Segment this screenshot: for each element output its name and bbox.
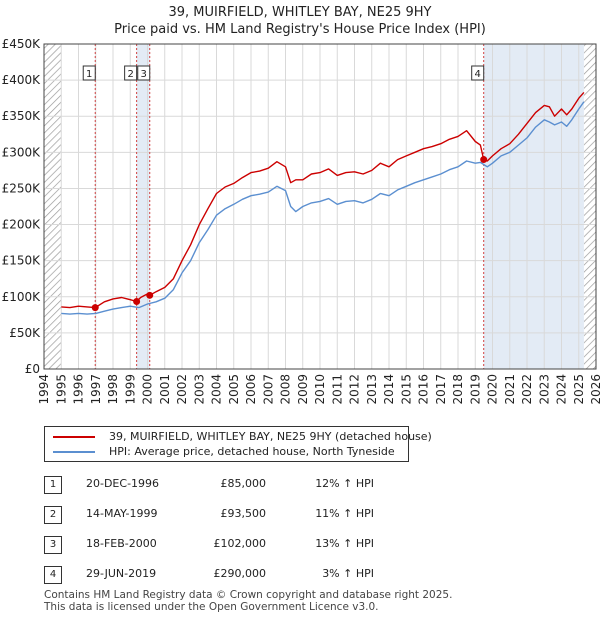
x-tick-label: 1999 (123, 374, 137, 405)
table-row: 3 18-FEB-2000 £102,000 13% ↑ HPI (44, 534, 464, 564)
footer: Contains HM Land Registry data © Crown c… (44, 589, 452, 613)
price-chart: 1 2 3 4 £0 £50K £100K £150K £200K £250K £300K £350K… (2, 37, 600, 405)
x-tick-label: 2012 (348, 374, 362, 405)
x-tick-label: 1995 (54, 374, 68, 405)
y-tick-label: £0 (25, 362, 40, 376)
y-tick-label: £300K (2, 145, 42, 159)
row-date: 14-MAY-1999 (86, 507, 158, 520)
row-number-badge: 3 (44, 536, 62, 554)
x-tick-label: 2023 (537, 374, 551, 405)
x-tick-label: 2013 (365, 374, 379, 405)
y-tick-label: £150K (2, 254, 42, 268)
table-row: 2 14-MAY-1999 £93,500 11% ↑ HPI (44, 504, 464, 534)
x-tick-label: 2011 (330, 374, 344, 405)
sale-point (480, 156, 488, 164)
sale-point (146, 291, 154, 299)
sale-number-label: 2 (127, 69, 133, 80)
x-tick-label: 2010 (313, 374, 327, 405)
legend-label-hpi: HPI: Average price, detached house, Nort… (109, 445, 395, 458)
row-number-badge: 1 (44, 476, 62, 494)
sale-point (133, 297, 141, 305)
x-tick-label: 1997 (89, 374, 103, 405)
legend-swatch-blue (53, 451, 95, 453)
x-tick-label: 2005 (227, 374, 241, 405)
x-tick-label: 2018 (451, 374, 465, 405)
y-tick-label: £450K (2, 37, 42, 51)
y-tick-label: £350K (2, 109, 42, 123)
legend-label-property: 39, MUIRFIELD, WHITLEY BAY, NE25 9HY (de… (109, 430, 432, 443)
x-tick-label: 2016 (417, 374, 431, 405)
y-tick-label: £100K (2, 290, 42, 304)
x-tick-label: 2002 (175, 374, 189, 405)
x-tick-label: 2000 (141, 374, 155, 405)
sale-number-box (124, 65, 138, 81)
y-tick-label: £50K (9, 326, 41, 340)
x-tick-label: 2001 (158, 374, 172, 405)
sale-number-box (82, 65, 96, 81)
x-tick-label: 2008 (279, 374, 293, 405)
x-tick-label: 2006 (244, 374, 258, 405)
title-line-1: 39, MUIRFIELD, WHITLEY BAY, NE25 9HY (168, 5, 432, 20)
row-price: £102,000 (213, 537, 267, 550)
sale-number-box (471, 65, 485, 81)
sale-number-label: 3 (141, 69, 147, 80)
x-tick-label: 2024 (555, 374, 569, 405)
row-date: 20-DEC-1996 (86, 477, 160, 490)
x-tick-label: 2020 (486, 374, 500, 405)
sale-band (483, 44, 584, 369)
plot-frame (43, 43, 597, 370)
row-number-badge: 2 (44, 506, 62, 524)
title-line-2: Price paid vs. HM Land Registry's House … (114, 22, 486, 37)
x-tick-label: 2004 (210, 374, 224, 405)
sale-point (91, 304, 99, 312)
x-tick-label: 2019 (468, 374, 482, 405)
x-tick-label: 2003 (192, 374, 206, 405)
sale-number-label: 1 (86, 69, 92, 80)
row-hpi-change: 3% ↑ HPI (322, 567, 374, 580)
chart-title: 39, MUIRFIELD, WHITLEY BAY, NE25 9HY Pri… (0, 4, 600, 38)
x-tick-label: 2021 (503, 374, 517, 405)
row-hpi-change: 12% ↑ HPI (315, 477, 374, 490)
row-hpi-change: 13% ↑ HPI (315, 537, 374, 550)
legend-swatch-red (53, 436, 95, 438)
x-tick-label: 2025 (572, 374, 586, 405)
x-tick-label: 2014 (382, 374, 396, 405)
x-tick-label: 2022 (520, 374, 534, 405)
footer-copyright: Contains HM Land Registry data © Crown c… (44, 589, 453, 601)
x-tick-label: 2015 (399, 374, 413, 405)
table-row: 1 20-DEC-1996 £85,000 12% ↑ HPI (44, 474, 464, 504)
y-tick-label: £200K (2, 218, 42, 232)
row-hpi-change: 11% ↑ HPI (315, 507, 374, 520)
legend: 39, MUIRFIELD, WHITLEY BAY, NE25 9HY (de… (44, 426, 432, 462)
x-tick-label: 2007 (261, 374, 275, 405)
hpi-series-line (61, 101, 585, 315)
sale-number-label: 4 (475, 69, 481, 80)
row-number-badge: 4 (44, 566, 62, 584)
no-data-region-left (44, 44, 62, 369)
sale-number-box (137, 65, 151, 81)
x-tick-label: 2009 (296, 374, 310, 405)
table-row: 4 29-JUN-2019 £290,000 3% ↑ HPI (44, 564, 464, 594)
sale-band (136, 44, 150, 369)
row-date: 29-JUN-2019 (86, 567, 157, 580)
x-tick-label: 1998 (106, 374, 120, 405)
y-tick-label: £250K (2, 181, 42, 195)
x-tick-label: 1994 (37, 374, 51, 405)
no-data-region-right (583, 44, 596, 369)
transactions-table: 1 20-DEC-1996 £85,000 12% ↑ HPI 2 14-MAY… (44, 474, 464, 594)
footer-licence: This data is licensed under the Open Gov… (44, 601, 379, 613)
row-price: £93,500 (220, 507, 267, 520)
row-price: £85,000 (220, 477, 267, 490)
x-tick-label: 2026 (589, 374, 600, 405)
row-price: £290,000 (213, 567, 267, 580)
x-tick-label: 2017 (434, 374, 448, 405)
x-tick-label: 1996 (72, 374, 86, 405)
y-tick-label: £400K (2, 73, 42, 87)
row-date: 18-FEB-2000 (86, 537, 157, 550)
